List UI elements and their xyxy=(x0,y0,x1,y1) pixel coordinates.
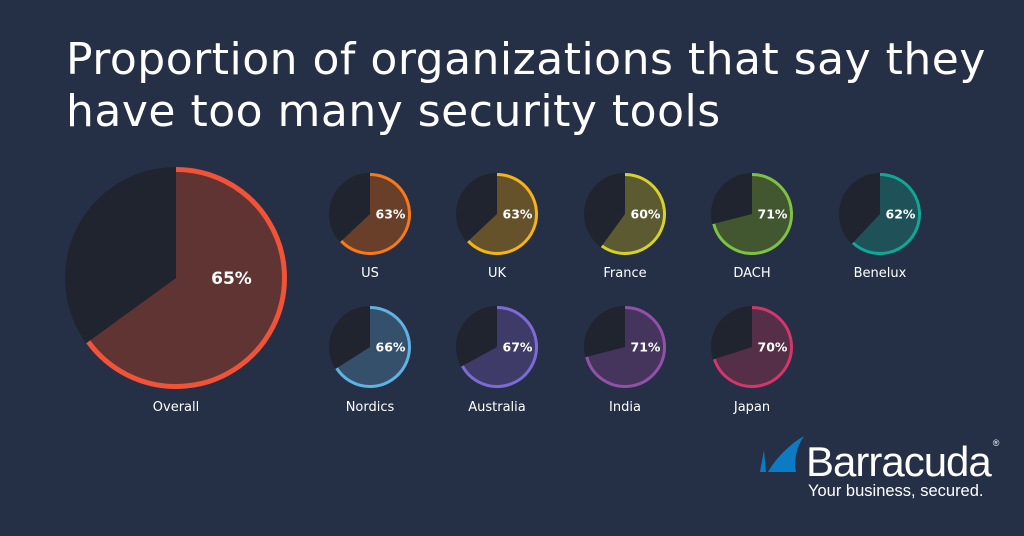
pie-slice xyxy=(461,306,538,388)
pie-slice xyxy=(585,306,667,388)
pie-slice-arc xyxy=(851,173,921,255)
category-label: Benelux xyxy=(854,266,907,281)
data-label: 62% xyxy=(886,206,916,221)
data-label: 63% xyxy=(376,206,406,221)
category-label: Japan xyxy=(733,400,770,415)
pie-slice-arc xyxy=(712,173,793,255)
pie-slice xyxy=(851,172,921,255)
pie-slice-arc xyxy=(600,173,666,255)
logo-brand: Barracuda ® xyxy=(806,438,1000,486)
pie-slice xyxy=(335,306,411,388)
data-label: 70% xyxy=(758,339,788,354)
data-label: 65% xyxy=(211,269,252,289)
pie-slice xyxy=(713,306,793,388)
pie-uk: 63% UK xyxy=(456,173,538,281)
pie-slice-arc xyxy=(467,173,538,255)
category-label: UK xyxy=(488,266,507,281)
pie-nordics: 66% Nordics xyxy=(329,306,411,415)
category-label: France xyxy=(603,266,646,281)
data-label: 63% xyxy=(503,206,533,221)
pie-slice-arc xyxy=(713,306,793,388)
pie-australia: 67% Australia xyxy=(456,306,538,415)
category-label: DACH xyxy=(733,266,770,281)
pie-slice xyxy=(712,173,793,255)
pie-slice-arc xyxy=(335,306,411,388)
brand-name: Barracuda xyxy=(806,438,992,485)
category-label: Australia xyxy=(468,400,526,415)
data-label: 67% xyxy=(503,339,533,354)
pie-dach: 71% DACH xyxy=(711,173,793,281)
data-label: 66% xyxy=(376,339,406,354)
pie-slice xyxy=(600,173,666,256)
category-label: Nordics xyxy=(346,400,395,415)
pie-slice xyxy=(340,173,411,255)
data-label: 71% xyxy=(758,206,788,221)
category-label: US xyxy=(361,266,379,281)
data-label: 60% xyxy=(631,206,661,221)
pie-slice-arc xyxy=(86,167,287,389)
pie-overall: 65% Overall xyxy=(65,167,288,415)
category-label: India xyxy=(609,400,641,415)
pie-japan: 70% Japan xyxy=(711,306,793,415)
pie-us: 63% US xyxy=(329,173,411,281)
logo-tagline: Your business, secured. xyxy=(808,482,984,500)
chart-title: Proportion of organizations that say the… xyxy=(66,34,986,137)
pie-slice xyxy=(467,173,538,255)
pie-slice-arc xyxy=(340,173,411,255)
data-label: 71% xyxy=(631,339,661,354)
category-label: Overall xyxy=(153,400,199,415)
barracuda-logo-icon xyxy=(760,436,804,472)
registered-mark: ® xyxy=(992,438,1000,448)
pie-slice-arc xyxy=(461,306,538,388)
pie-india: 71% India xyxy=(584,306,667,415)
pie-slice-arc xyxy=(585,306,666,388)
pie-benelux: 62% Benelux xyxy=(839,172,921,281)
pie-france: 60% France xyxy=(584,173,666,281)
pie-slice xyxy=(86,167,288,390)
